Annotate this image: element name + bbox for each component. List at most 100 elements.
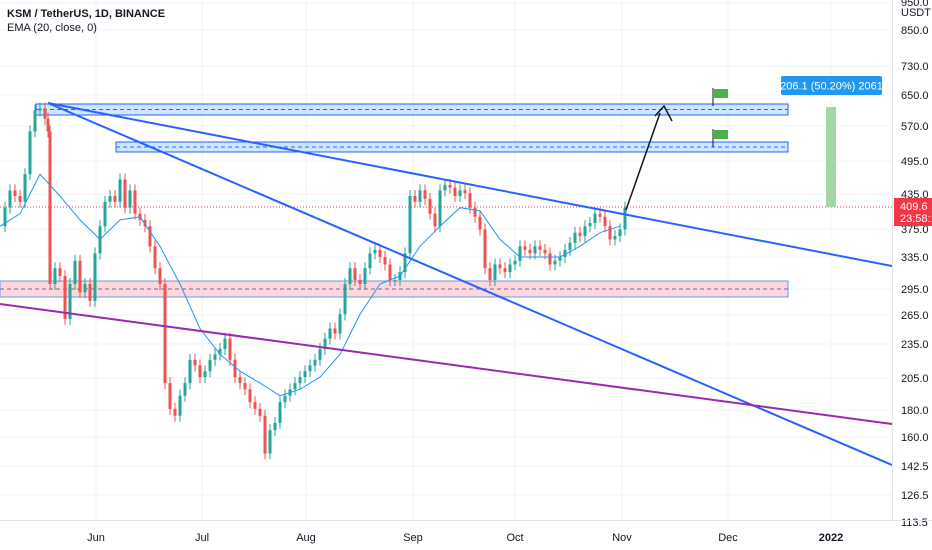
candle-body xyxy=(113,196,117,202)
measure-label-bg xyxy=(781,76,882,95)
candle-body xyxy=(293,383,297,390)
candle-body xyxy=(343,284,347,315)
candle-body xyxy=(3,207,7,227)
time-tick-label: Aug xyxy=(296,532,316,544)
candle-body xyxy=(593,213,597,224)
price-axis-currency: USDT xyxy=(901,7,931,19)
candle-body xyxy=(623,207,627,230)
price-tick-label: 570.0 xyxy=(901,121,929,133)
candle-body xyxy=(568,242,572,250)
price-tick-label: 375.0 xyxy=(901,224,929,236)
countdown-value: 23:58:1 xyxy=(900,213,932,225)
candle-body xyxy=(308,365,312,372)
candle-body xyxy=(403,253,407,273)
candle-body xyxy=(273,422,277,431)
candle-body xyxy=(473,207,477,217)
candle-body xyxy=(43,108,47,119)
candle-body xyxy=(453,187,457,197)
candle-body xyxy=(38,108,42,111)
candle-body xyxy=(183,383,187,396)
candle-body xyxy=(278,402,282,423)
candle-body xyxy=(573,232,577,243)
candle-body xyxy=(208,359,212,372)
support-line[interactable] xyxy=(0,303,893,425)
candle-body xyxy=(163,284,167,384)
candle-body xyxy=(123,179,127,208)
candle-body xyxy=(33,110,37,132)
candles xyxy=(3,102,627,460)
candle-body xyxy=(328,328,332,339)
trendline-1[interactable] xyxy=(47,102,893,267)
candle-body xyxy=(358,279,362,285)
candle-body xyxy=(173,408,177,416)
candle-body xyxy=(13,190,17,197)
current-price-tag[interactable] xyxy=(894,198,932,226)
candle-body xyxy=(313,359,317,366)
candle-body xyxy=(493,264,497,280)
candle-body xyxy=(253,402,257,409)
candle-body xyxy=(118,179,122,202)
candle-body xyxy=(238,377,242,384)
candle-body xyxy=(363,268,367,285)
candle-body xyxy=(448,184,452,188)
candle-body xyxy=(258,408,262,416)
price-zones[interactable] xyxy=(0,103,789,298)
flag-icon[interactable] xyxy=(712,88,728,106)
candle-body xyxy=(283,395,287,403)
candle-body xyxy=(558,257,562,261)
candle-body xyxy=(413,196,417,202)
price-tick-label: 495.0 xyxy=(901,156,929,168)
price-axis[interactable]: 850.0730.0650.0570.0495.0435.0375.0335.0… xyxy=(901,0,929,529)
candle-body xyxy=(178,395,182,416)
price-tick-label: 235.0 xyxy=(901,339,929,351)
current-price-value: 409.6 xyxy=(900,201,928,213)
price-tick-label: 160.0 xyxy=(901,432,929,444)
time-tick-label: Jul xyxy=(195,532,209,544)
candle-body xyxy=(108,196,112,202)
candle-body xyxy=(8,190,12,208)
candle-body xyxy=(388,264,392,280)
candle-body xyxy=(128,190,132,208)
candle-body xyxy=(68,284,72,319)
candle-body xyxy=(443,184,447,191)
candle-body xyxy=(298,377,302,384)
projection-arrow-head xyxy=(654,104,673,122)
time-tick-label: 2022 xyxy=(819,532,843,544)
candle-body xyxy=(348,268,352,285)
candle-body xyxy=(228,338,232,360)
candle-body xyxy=(418,190,422,202)
measure-box[interactable] xyxy=(826,107,836,207)
time-tick-label: Dec xyxy=(718,532,738,544)
price-tick-label: 205.0 xyxy=(901,373,929,385)
candle-body xyxy=(373,249,377,254)
time-axis[interactable]: Jun Jul Aug Sep Oct Nov Dec 2022 xyxy=(87,532,843,544)
candle-body xyxy=(58,268,62,276)
candle-body xyxy=(203,371,207,378)
projection-arrow[interactable] xyxy=(625,112,661,211)
candle-body xyxy=(233,359,237,378)
candle-body xyxy=(353,268,357,280)
time-tick-label: Nov xyxy=(612,532,632,544)
candle-body xyxy=(478,216,482,230)
candle-body xyxy=(518,246,522,261)
candle-body xyxy=(333,328,337,334)
candle-body xyxy=(23,174,27,202)
candle-body xyxy=(598,213,602,217)
time-tick-label: Oct xyxy=(506,532,523,544)
price-tick-label: 730.0 xyxy=(901,61,929,73)
candle-body xyxy=(188,359,192,384)
candle-body xyxy=(483,229,487,269)
candle-body xyxy=(18,196,22,202)
candle-body xyxy=(543,249,547,254)
flag-icon[interactable] xyxy=(712,129,728,147)
candle-body xyxy=(158,268,162,285)
candle-body xyxy=(613,236,617,240)
candle-body xyxy=(523,246,527,250)
candle-body xyxy=(93,253,97,301)
time-tick-label: Sep xyxy=(403,532,423,544)
candle-body xyxy=(583,226,587,237)
candle-body xyxy=(88,284,92,301)
candle-body xyxy=(428,198,432,214)
price-tick-label: 265.0 xyxy=(901,310,929,322)
